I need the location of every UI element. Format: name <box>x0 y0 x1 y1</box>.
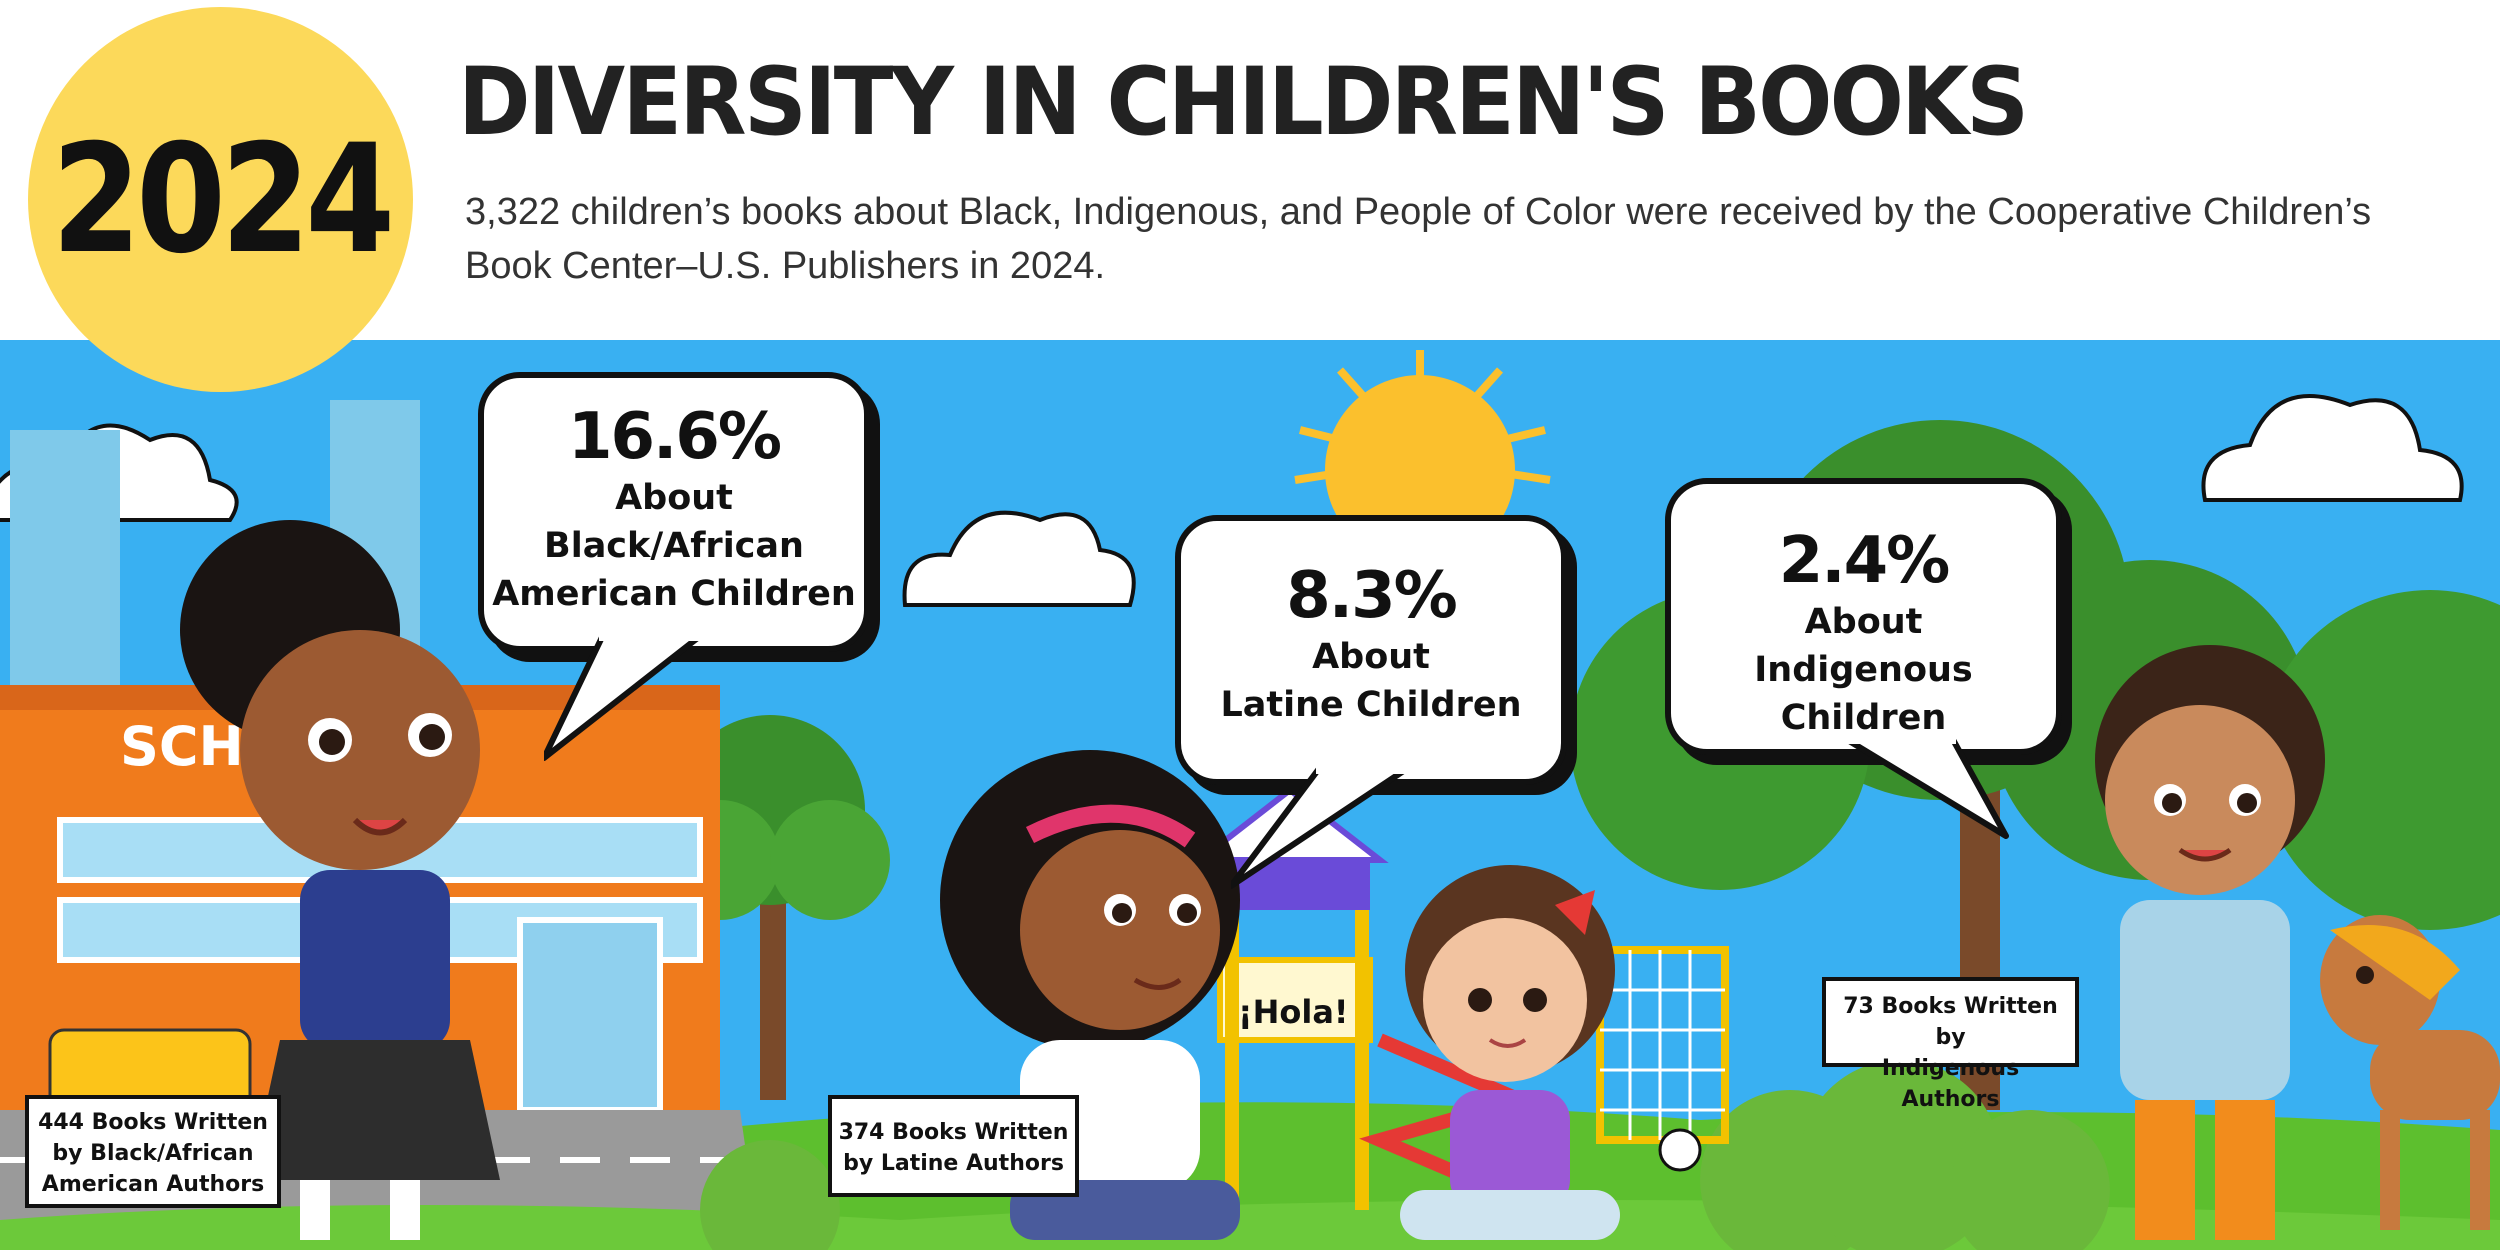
stat-percent: 2.4% <box>1778 524 1951 598</box>
stat-percent: 16.6% <box>567 400 782 474</box>
author-count-line: by Latine Authors <box>843 1151 1064 1176</box>
author-count-line: 374 Books Written <box>838 1120 1069 1145</box>
playhouse-sign: ¡Hola! <box>1238 993 1349 1031</box>
author-count-black-african-american: 444 Books Written by Black/African Ameri… <box>25 1095 281 1208</box>
stat-label-line: American Children <box>492 574 856 614</box>
girl-character-center <box>940 750 1240 1240</box>
bush-illustrations <box>700 1060 2110 1250</box>
page-subtitle: 3,322 children’s books about Black, Indi… <box>465 191 2372 287</box>
stat-bubble-latine: 8.3% About Latine Children <box>1175 515 1567 889</box>
stat-percent: 8.3% <box>1286 559 1458 633</box>
horse-illustration <box>2320 915 2500 1230</box>
author-count-indigenous: 73 Books Written by Indigenous Authors <box>1822 977 2079 1112</box>
header: 2024 DIVERSITY IN CHILDREN'S BOOKS 3,322… <box>0 0 2500 392</box>
year-label: 2024 <box>51 112 395 287</box>
climbing-net-illustration <box>1596 946 1729 1172</box>
bubble-tail <box>544 633 709 761</box>
page-title: DIVERSITY IN CHILDREN'S BOOKS <box>458 48 2029 157</box>
stat-bubble-indigenous: 2.4% About Indigenous Children <box>1665 478 2062 839</box>
author-count-latine: 374 Books Written by Latine Authors <box>828 1095 1079 1197</box>
stat-label-line: Latine Children <box>1220 685 1522 725</box>
boy-character-right <box>2095 645 2325 1240</box>
illustration-scene: SCHO ¡Hola! <box>0 340 2500 1250</box>
bubble-tail <box>1231 766 1416 889</box>
stat-label-line: About <box>615 478 733 518</box>
bubble-tail <box>1836 736 2009 839</box>
year-badge: 2024 <box>28 7 413 392</box>
girl-character-left <box>180 520 500 1240</box>
stat-bubble-black-african-american: 16.6% About Black/African American Child… <box>478 372 870 761</box>
author-count-line: Indigenous Authors <box>1881 1056 2020 1112</box>
author-count-line: 444 Books Written <box>38 1110 268 1135</box>
stat-label-line: About <box>1804 602 1923 642</box>
girl-character-right <box>1400 865 1620 1240</box>
author-count-line: by Black/African <box>52 1141 254 1166</box>
stat-label-line: About <box>1312 637 1430 677</box>
author-count-line: American Authors <box>41 1172 265 1197</box>
stat-label-line: Black/African <box>544 526 804 566</box>
stat-label-line: Indigenous Children <box>1754 650 1973 738</box>
author-count-line: 73 Books Written by <box>1843 994 2058 1050</box>
